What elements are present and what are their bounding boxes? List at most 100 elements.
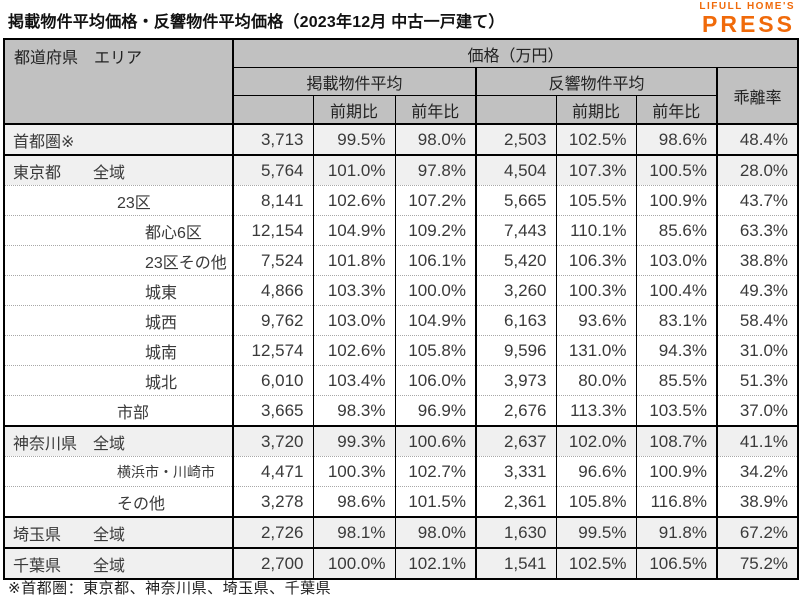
divergence-cell: 51.3% bbox=[716, 365, 799, 396]
area-cell: 首都圏※ bbox=[4, 123, 234, 155]
area-label: 城東 bbox=[145, 284, 178, 302]
listed-avg-cell: 2,700 bbox=[232, 547, 313, 579]
listed-qoq-cell: 103.0% bbox=[312, 305, 395, 336]
inquiry-avg-cell: 4,504 bbox=[475, 154, 556, 186]
table-row: 首都圏※ 3,713 99.5% 98.0% 2,503 102.5% 98.6% 48.4% bbox=[4, 123, 799, 155]
inquiry-yoy-cell: 116.8% bbox=[635, 486, 718, 517]
listed-qoq-cell: 98.1% bbox=[312, 516, 395, 548]
listed-qoq-cell: 98.3% bbox=[312, 395, 395, 426]
area-cell: 神奈川県 全域 bbox=[4, 425, 234, 457]
table-row: 城北 6,010 103.4% 106.0% 3,973 80.0% 85.5% 51.3% bbox=[4, 365, 799, 396]
col-header-inquiry-avg-blank bbox=[475, 95, 557, 125]
area-cell: 千葉県 全域 bbox=[4, 547, 234, 579]
listed-avg-cell: 5,764 bbox=[232, 154, 313, 186]
area-cell: 横浜市・川崎市 bbox=[4, 456, 234, 487]
area-label: 城西 bbox=[145, 314, 178, 332]
inquiry-avg-cell: 7,443 bbox=[475, 215, 556, 246]
inquiry-qoq-cell: 80.0% bbox=[555, 365, 636, 396]
price-table: 都道府県 エリア 価格（万円） 掲載物件平均 反響物件平均 乖離率 前期比 前年… bbox=[3, 38, 800, 580]
inquiry-avg-cell: 2,503 bbox=[475, 123, 556, 155]
listed-yoy-cell: 100.0% bbox=[394, 275, 477, 306]
area-cell: 埼玉県 全域 bbox=[4, 516, 234, 548]
divergence-cell: 75.2% bbox=[716, 547, 799, 579]
area-cell: 城北 bbox=[4, 365, 234, 396]
area-label: 23区その他 bbox=[145, 254, 227, 272]
listed-avg-cell: 12,154 bbox=[232, 215, 313, 246]
divergence-cell: 63.3% bbox=[716, 215, 799, 246]
inquiry-avg-cell: 5,420 bbox=[475, 245, 556, 276]
divergence-cell: 37.0% bbox=[716, 395, 799, 426]
inquiry-qoq-cell: 105.8% bbox=[555, 486, 636, 517]
area-label: 全域 bbox=[93, 526, 126, 544]
listed-yoy-cell: 105.8% bbox=[394, 335, 477, 366]
listed-qoq-cell: 100.3% bbox=[312, 456, 395, 487]
listed-avg-cell: 3,278 bbox=[232, 486, 313, 517]
listed-yoy-cell: 106.1% bbox=[394, 245, 477, 276]
listed-avg-cell: 2,726 bbox=[232, 516, 313, 548]
listed-avg-cell: 8,141 bbox=[232, 185, 313, 216]
listed-qoq-cell: 101.8% bbox=[312, 245, 395, 276]
inquiry-yoy-cell: 106.5% bbox=[635, 547, 718, 579]
inquiry-yoy-cell: 91.8% bbox=[635, 516, 718, 548]
listed-qoq-cell: 104.9% bbox=[312, 215, 395, 246]
col-header-price-unit: 価格（万円） bbox=[232, 38, 799, 68]
listed-yoy-cell: 100.6% bbox=[394, 425, 477, 457]
area-label: その他 bbox=[117, 495, 166, 513]
listed-qoq-cell: 102.6% bbox=[312, 335, 395, 366]
divergence-cell: 49.3% bbox=[716, 275, 799, 306]
divergence-cell: 38.9% bbox=[716, 486, 799, 517]
inquiry-qoq-cell: 110.1% bbox=[555, 215, 636, 246]
area-cell: 市部 bbox=[4, 395, 234, 426]
listed-qoq-cell: 100.0% bbox=[312, 547, 395, 579]
table-row: 23区その他 7,524 101.8% 106.1% 5,420 106.3% 103.0%… bbox=[4, 245, 799, 276]
inquiry-yoy-cell: 94.3% bbox=[635, 335, 718, 366]
area-cell: 都心6区 bbox=[4, 215, 234, 246]
table-row: 市部 3,665 98.3% 96.9% 2,676 113.3% 103.5% 37.0% bbox=[4, 395, 799, 426]
inquiry-qoq-cell: 102.5% bbox=[555, 547, 636, 579]
inquiry-qoq-cell: 96.6% bbox=[555, 456, 636, 487]
divergence-cell: 28.0% bbox=[716, 154, 799, 186]
divergence-cell: 67.2% bbox=[716, 516, 799, 548]
inquiry-yoy-cell: 100.4% bbox=[635, 275, 718, 306]
lifull-homes-press-logo: LIFULL HOME'S PRESS bbox=[699, 2, 795, 36]
listed-qoq-cell: 99.3% bbox=[312, 425, 395, 457]
inquiry-yoy-cell: 85.5% bbox=[635, 365, 718, 396]
inquiry-qoq-cell: 113.3% bbox=[555, 395, 636, 426]
logo-line1: LIFULL HOME'S bbox=[699, 1, 795, 12]
divergence-cell: 48.4% bbox=[716, 123, 799, 155]
listed-avg-cell: 6,010 bbox=[232, 365, 313, 396]
col-header-area: 都道府県 エリア bbox=[3, 38, 234, 125]
area-label: 都心6区 bbox=[145, 224, 202, 242]
inquiry-qoq-cell: 107.3% bbox=[555, 154, 636, 186]
inquiry-yoy-cell: 100.9% bbox=[635, 456, 718, 487]
listed-qoq-cell: 99.5% bbox=[312, 123, 395, 155]
listed-qoq-cell: 103.4% bbox=[312, 365, 395, 396]
inquiry-yoy-cell: 98.6% bbox=[635, 123, 718, 155]
inquiry-qoq-cell: 106.3% bbox=[555, 245, 636, 276]
area-cell: 城西 bbox=[4, 305, 234, 336]
listed-qoq-cell: 103.3% bbox=[312, 275, 395, 306]
inquiry-yoy-cell: 100.5% bbox=[635, 154, 718, 186]
inquiry-avg-cell: 2,637 bbox=[475, 425, 556, 457]
inquiry-avg-cell: 1,541 bbox=[475, 547, 556, 579]
table-row: 埼玉県 全域 2,726 98.1% 98.0% 1,630 99.5% 91.8% 67.2% bbox=[4, 516, 799, 548]
listed-yoy-cell: 98.0% bbox=[394, 516, 477, 548]
col-header-inquiry-qoq: 前期比 bbox=[555, 95, 637, 125]
table-row: 東京都 全域 5,764 101.0% 97.8% 4,504 107.3% 100.5% 28… bbox=[4, 154, 799, 186]
inquiry-avg-cell: 9,596 bbox=[475, 335, 556, 366]
listed-qoq-cell: 101.0% bbox=[312, 154, 395, 186]
divergence-cell: 41.1% bbox=[716, 425, 799, 457]
inquiry-yoy-cell: 85.6% bbox=[635, 215, 718, 246]
inquiry-qoq-cell: 105.5% bbox=[555, 185, 636, 216]
area-cell: 23区 bbox=[4, 185, 234, 216]
listed-qoq-cell: 98.6% bbox=[312, 486, 395, 517]
area-label: 全域 bbox=[93, 435, 126, 453]
table-body: 首都圏※ 3,713 99.5% 98.0% 2,503 102.5% 98.6% 48.4%… bbox=[4, 123, 799, 579]
listed-avg-cell: 9,762 bbox=[232, 305, 313, 336]
inquiry-avg-cell: 5,665 bbox=[475, 185, 556, 216]
area-label: 全域 bbox=[93, 557, 126, 575]
inquiry-avg-cell: 1,630 bbox=[475, 516, 556, 548]
listed-yoy-cell: 107.2% bbox=[394, 185, 477, 216]
listed-avg-cell: 7,524 bbox=[232, 245, 313, 276]
